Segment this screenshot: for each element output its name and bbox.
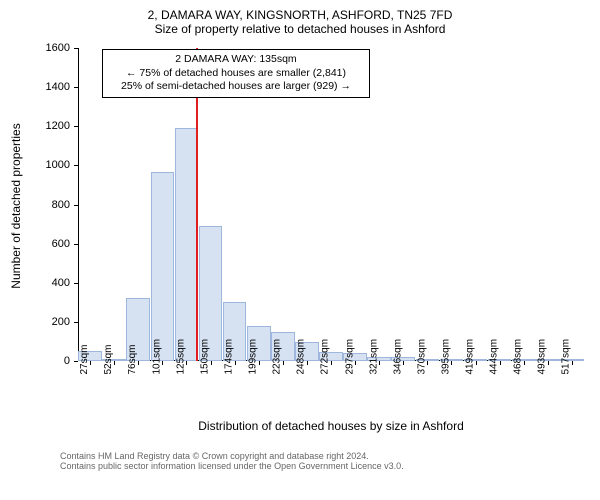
x-axis-label: Distribution of detached houses by size … [78, 419, 584, 433]
x-tick-mark [162, 361, 163, 365]
y-tick-mark [74, 283, 78, 284]
chart-subtitle: Size of property relative to detached ho… [0, 22, 600, 36]
y-tick-label: 1600 [0, 42, 70, 54]
y-tick-label: 400 [0, 277, 70, 289]
x-tick-mark [211, 361, 212, 365]
x-tick-label: 468sqm [513, 339, 524, 375]
chart-container: 2, DAMARA WAY, KINGSNORTH, ASHFORD, TN25… [0, 0, 600, 500]
annotation-line-2: ← 75% of detached houses are smaller (2,… [109, 67, 363, 81]
annotation-line-3: 25% of semi-detached houses are larger (… [109, 80, 363, 94]
y-tick-label: 1400 [0, 81, 70, 93]
x-tick-label: 125sqm [175, 339, 186, 375]
x-tick-label: 297sqm [344, 339, 355, 375]
y-tick-label: 800 [0, 199, 70, 211]
y-tick-label: 1000 [0, 159, 70, 171]
x-tick-mark [379, 361, 380, 365]
x-tick-mark [186, 361, 187, 365]
x-tick-mark [307, 361, 308, 365]
x-tick-label: 272sqm [320, 339, 331, 375]
y-tick-label: 200 [0, 316, 70, 328]
x-tick-label: 346sqm [392, 339, 403, 375]
y-tick-mark [74, 361, 78, 362]
x-tick-label: 517sqm [561, 339, 572, 375]
x-tick-label: 370sqm [416, 339, 427, 375]
y-tick-mark [74, 322, 78, 323]
x-tick-mark [355, 361, 356, 365]
y-tick-mark [74, 126, 78, 127]
y-tick-mark [74, 48, 78, 49]
histogram-bar [151, 172, 175, 361]
histogram-bar [175, 128, 199, 361]
x-tick-label: 223sqm [272, 339, 283, 375]
x-tick-label: 199sqm [248, 339, 259, 375]
x-tick-mark [138, 361, 139, 365]
chart-title-address: 2, DAMARA WAY, KINGSNORTH, ASHFORD, TN25… [0, 8, 600, 22]
x-tick-mark [403, 361, 404, 365]
x-tick-mark [235, 361, 236, 365]
x-tick-mark [548, 361, 549, 365]
y-tick-mark [74, 87, 78, 88]
x-tick-mark [572, 361, 573, 365]
x-tick-label: 493sqm [537, 339, 548, 375]
x-tick-label: 101sqm [151, 339, 162, 375]
x-tick-mark [259, 361, 260, 365]
x-tick-label: 395sqm [440, 339, 451, 375]
x-tick-mark [427, 361, 428, 365]
x-tick-mark [476, 361, 477, 365]
footer-line-1: Contains HM Land Registry data © Crown c… [60, 451, 404, 461]
x-tick-label: 248sqm [296, 339, 307, 375]
x-tick-mark [90, 361, 91, 365]
x-tick-label: 150sqm [200, 339, 211, 375]
x-tick-mark [524, 361, 525, 365]
y-tick-label: 1200 [0, 120, 70, 132]
x-tick-label: 174sqm [224, 339, 235, 375]
x-tick-label: 76sqm [127, 344, 138, 374]
x-tick-mark [283, 361, 284, 365]
x-tick-label: 419sqm [465, 339, 476, 375]
x-tick-mark [500, 361, 501, 365]
y-tick-mark [74, 205, 78, 206]
x-tick-mark [114, 361, 115, 365]
x-tick-mark [331, 361, 332, 365]
footer-line-2: Contains public sector information licen… [60, 461, 404, 471]
y-tick-mark [74, 244, 78, 245]
annotation-box: 2 DAMARA WAY: 135sqm ← 75% of detached h… [102, 49, 370, 98]
x-tick-label: 52sqm [103, 344, 114, 374]
x-tick-mark [451, 361, 452, 365]
y-tick-mark [74, 165, 78, 166]
x-tick-label: 444sqm [489, 339, 500, 375]
annotation-line-1: 2 DAMARA WAY: 135sqm [109, 53, 363, 67]
y-tick-label: 600 [0, 238, 70, 250]
y-tick-label: 0 [0, 355, 70, 367]
x-tick-label: 27sqm [79, 344, 90, 374]
footer-text: Contains HM Land Registry data © Crown c… [60, 451, 404, 471]
x-tick-label: 321sqm [368, 339, 379, 375]
y-axis-line [78, 48, 79, 361]
